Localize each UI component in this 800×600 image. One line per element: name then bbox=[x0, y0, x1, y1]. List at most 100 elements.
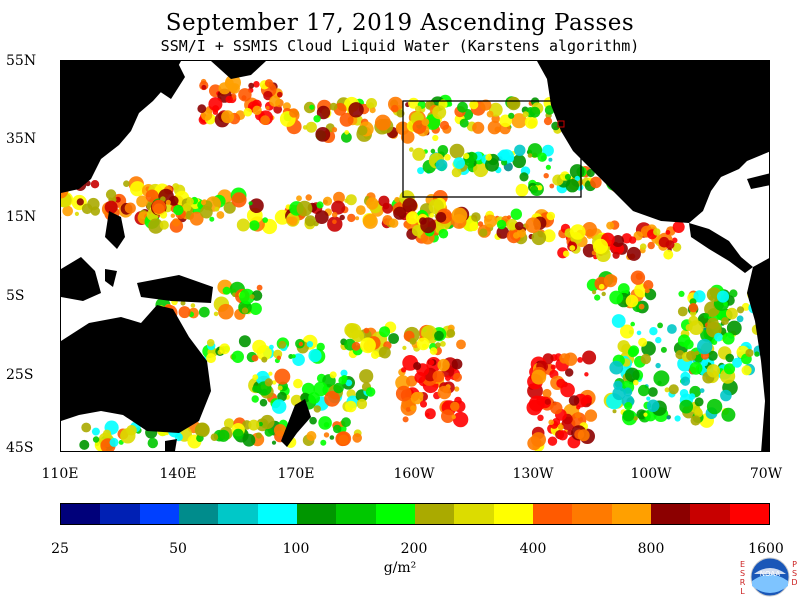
cloud-water-cell bbox=[546, 211, 556, 221]
cloud-water-cell bbox=[248, 201, 253, 206]
map-canvas bbox=[61, 61, 769, 451]
psd-letters: PSD bbox=[790, 560, 799, 587]
cloud-water-cell bbox=[655, 362, 661, 369]
cloud-water-cell bbox=[694, 350, 700, 356]
cloud-water-cell bbox=[627, 347, 639, 358]
cloud-water-cell bbox=[456, 339, 466, 350]
colorbar-swatch-9 bbox=[414, 504, 455, 524]
land-north-america bbox=[537, 61, 769, 223]
cloud-water-cell bbox=[557, 424, 564, 431]
cloud-water-cell bbox=[216, 211, 225, 219]
cloud-water-cell bbox=[644, 288, 650, 294]
land-masses bbox=[61, 61, 769, 451]
cloud-water-cell bbox=[726, 320, 742, 336]
cloud-water-cell bbox=[409, 337, 417, 345]
cloud-water-cell bbox=[663, 249, 674, 260]
colorbar-swatch-11 bbox=[493, 504, 533, 524]
cloud-water-cell bbox=[249, 294, 255, 300]
cloud-water-cell bbox=[173, 204, 184, 216]
cloud-water-cell bbox=[628, 236, 637, 244]
cloud-water-cell bbox=[347, 213, 356, 223]
cloud-water-cell bbox=[430, 148, 436, 154]
colorbar-swatch-14 bbox=[611, 504, 651, 524]
colorbar-label: 25 bbox=[51, 541, 69, 557]
cloud-water-cell bbox=[568, 395, 580, 406]
cloud-water-cell bbox=[333, 424, 342, 434]
cloud-water-cell bbox=[241, 307, 249, 314]
cloud-water-cell bbox=[291, 354, 296, 359]
cloud-water-cell bbox=[582, 222, 597, 237]
land-kamchatka bbox=[211, 61, 266, 79]
land-south-america bbox=[747, 258, 769, 451]
lon-label-110e: 110E bbox=[41, 466, 79, 482]
cloud-water-cell bbox=[304, 215, 316, 227]
cloud-water-cell bbox=[638, 303, 645, 310]
cloud-water-cell bbox=[665, 230, 671, 235]
cloud-water-cell bbox=[577, 357, 583, 363]
cloud-water-cell bbox=[242, 433, 256, 447]
cloud-water-cell bbox=[716, 290, 730, 303]
cloud-water-cell bbox=[432, 105, 447, 120]
cloud-water-cell bbox=[195, 422, 209, 437]
cloud-water-cell bbox=[689, 361, 703, 375]
cloud-water-cell bbox=[677, 306, 688, 317]
cloud-water-cell bbox=[218, 303, 234, 320]
cloud-water-cell bbox=[525, 217, 541, 233]
cloud-water-cell bbox=[633, 231, 643, 241]
cloud-water-cell bbox=[248, 82, 255, 89]
highlight-box bbox=[402, 100, 582, 198]
cloud-water-cell bbox=[507, 155, 514, 163]
lon-label-170e: 170E bbox=[277, 466, 315, 482]
cloud-water-cell bbox=[324, 390, 340, 407]
cloud-water-cell bbox=[745, 348, 754, 358]
cloud-water-cell bbox=[530, 185, 539, 194]
cloud-water-cell bbox=[584, 409, 598, 422]
cloud-water-cell bbox=[296, 200, 313, 217]
cloud-water-cell bbox=[565, 368, 574, 377]
cloud-water-cell bbox=[653, 228, 661, 236]
cloud-water-cell bbox=[159, 220, 169, 230]
cloud-water-cell bbox=[741, 365, 752, 376]
cloud-water-cell bbox=[298, 341, 304, 347]
cloud-water-cell bbox=[264, 79, 274, 88]
cloud-water-cell bbox=[594, 294, 601, 301]
cloud-water-cell bbox=[612, 386, 626, 401]
cloud-water-cell bbox=[201, 84, 207, 90]
map-panel bbox=[60, 60, 770, 452]
cloud-water-cell bbox=[640, 353, 651, 365]
colorbar-label: 50 bbox=[169, 541, 187, 557]
cloud-water-cell bbox=[273, 424, 287, 437]
cloud-water-cell bbox=[374, 114, 391, 131]
cloud-water-cell bbox=[261, 388, 268, 395]
cloud-water-cell bbox=[260, 414, 275, 430]
cloud-water-cell bbox=[333, 382, 344, 394]
cloud-water-cell bbox=[338, 376, 347, 385]
cloud-water-cell bbox=[129, 181, 146, 197]
cloud-water-cell bbox=[574, 175, 580, 182]
cloud-water-cell bbox=[545, 164, 551, 170]
cloud-water-cell bbox=[563, 250, 570, 257]
cloud-water-cell bbox=[276, 355, 282, 360]
cloud-water-cell bbox=[409, 147, 414, 152]
cloud-water-cell bbox=[515, 183, 529, 197]
cloud-water-cell bbox=[714, 332, 723, 342]
cloud-water-cell bbox=[251, 395, 259, 403]
land-australia bbox=[61, 305, 211, 433]
cloud-water-cell bbox=[444, 154, 451, 161]
lat-label-25s: 25S bbox=[6, 367, 34, 383]
cloud-water-cell bbox=[548, 419, 554, 426]
lat-label-45s: 45S bbox=[6, 440, 34, 456]
psd-text: PSD bbox=[790, 560, 799, 589]
cloud-water-cell bbox=[666, 415, 671, 420]
cloud-water-cell bbox=[333, 191, 345, 204]
land-japan bbox=[157, 65, 185, 99]
cloud-water-cell bbox=[598, 283, 605, 290]
cloud-water-cell bbox=[435, 342, 441, 348]
cloud-water-cell bbox=[529, 106, 541, 118]
cloud-water-cell bbox=[225, 95, 233, 104]
cloud-water-cell bbox=[732, 357, 743, 368]
cloud-water-cell bbox=[271, 399, 287, 414]
cloud-water-cell bbox=[549, 183, 555, 189]
cloud-water-cell bbox=[531, 369, 547, 385]
cloud-water-cell bbox=[688, 393, 696, 400]
